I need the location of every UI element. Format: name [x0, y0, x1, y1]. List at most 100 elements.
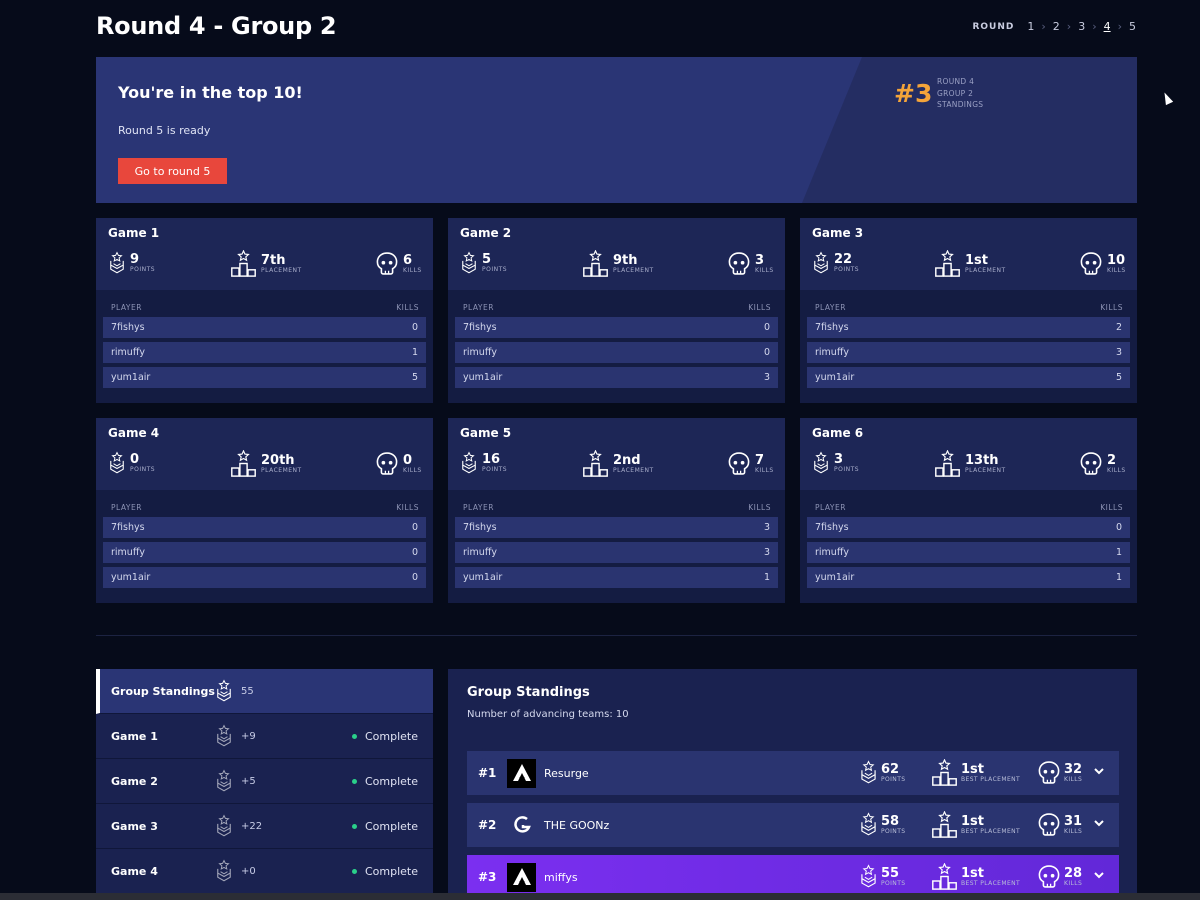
player-row: rimuffy 3 — [807, 342, 1130, 363]
player-row: 7fishys 0 — [807, 517, 1130, 538]
game-card-header: Game 6 3 POINTS 13th PLACEMENT 2 KILLS — [800, 418, 1137, 490]
team-kills-value: 32 — [1064, 761, 1083, 777]
player-row: rimuffy 0 — [103, 542, 426, 563]
game-name: Game 1 — [108, 226, 160, 240]
round-link-1[interactable]: 1 — [1027, 20, 1035, 33]
sidebar-item-group-standings[interactable]: Group Standings 55 — [96, 669, 433, 714]
kills-label: KILLS — [1107, 466, 1126, 474]
team-row[interactable]: #2 THE GOONz 58 POINTS 1st BEST PLACEMENT 31 KI… — [467, 803, 1119, 847]
team-row[interactable]: #3 miffys 55 POINTS 1st BEST PLACEMENT 28 KILLS — [467, 855, 1119, 899]
banner-diagonal-panel — [802, 57, 1137, 203]
rank-meta-standings: STANDINGS — [937, 100, 984, 109]
podium-icon — [931, 759, 958, 786]
skull-icon — [727, 250, 751, 277]
kills-label: KILLS — [1064, 827, 1083, 835]
points-label: POINTS — [834, 266, 860, 273]
chevron-down-icon[interactable] — [1093, 817, 1105, 831]
team-row[interactable]: #1 Resurge 62 POINTS 1st BEST PLACEMENT 32 KILL… — [467, 751, 1119, 795]
podium-icon — [934, 250, 961, 277]
section-divider — [96, 635, 1137, 636]
chevron-rank-icon — [215, 724, 233, 748]
sidebar-item-points: +0 — [241, 865, 256, 877]
team-points-stat: 55 POINTS — [859, 863, 905, 890]
game-card-header: Game 2 5 POINTS 9th PLACEMENT 3 KILLS — [448, 218, 785, 290]
advancing-teams-text: Number of advancing teams: 10 — [467, 709, 629, 720]
points-label: POINTS — [130, 466, 156, 473]
placement-label: PLACEMENT — [613, 466, 654, 474]
status-badge: Complete — [351, 820, 418, 833]
sidebar-item-game-1[interactable]: Game 1 +9 Complete — [96, 714, 433, 759]
chevron-rank-icon — [108, 250, 126, 276]
chevron-rank-icon — [215, 814, 233, 838]
sidebar-item-game-4[interactable]: Game 4 +0 Complete — [96, 849, 433, 894]
podium-icon — [230, 450, 257, 477]
chevron-right-icon: › — [1066, 20, 1072, 33]
round-link-2[interactable]: 2 — [1052, 20, 1060, 33]
podium-icon — [230, 250, 257, 277]
skull-icon — [1079, 250, 1103, 277]
kills-label: KILLS — [403, 266, 422, 274]
game-card-header: Game 3 22 POINTS 1st PLACEMENT 10 KILLS — [800, 218, 1137, 290]
player-row: rimuffy 1 — [807, 542, 1130, 563]
round-link-3[interactable]: 3 — [1078, 20, 1086, 33]
player-name: yum1air — [463, 572, 503, 583]
game-name: Game 3 — [812, 226, 864, 240]
player-rows: 7fishys 2 rimuffy 3 yum1air 5 — [800, 317, 1137, 388]
game-placement-stat: 2nd PLACEMENT — [582, 450, 654, 477]
round-link-5[interactable]: 5 — [1129, 20, 1136, 33]
player-kills: 1 — [411, 347, 418, 358]
skull-icon — [1037, 863, 1061, 890]
team-kills-value: 31 — [1064, 813, 1083, 829]
team-kills-stat: 28 KILLS — [1037, 863, 1082, 890]
player-kills: 5 — [1115, 372, 1122, 383]
chevron-rank-icon — [812, 450, 830, 476]
chevron-right-icon: › — [1041, 20, 1046, 33]
team-points-stat: 58 POINTS — [859, 811, 905, 838]
window-bottom-bar — [0, 893, 1200, 900]
sidebar-item-game-2[interactable]: Game 2 +5 Complete — [96, 759, 433, 804]
game-name: Game 5 — [460, 426, 512, 440]
game-points-stat: 3 POINTS — [812, 450, 859, 476]
sidebar-item-game-3[interactable]: Game 3 +22 Complete — [96, 804, 433, 849]
game-points-stat: 9 POINTS — [108, 250, 155, 276]
apex-logo-icon — [507, 758, 536, 788]
player-kills: 0 — [411, 572, 418, 583]
team-best-placement-stat: 1st BEST PLACEMENT — [931, 811, 1020, 838]
placement-label: PLACEMENT — [965, 466, 1006, 474]
game-name: Game 4 — [108, 426, 160, 440]
kills-label: KILLS — [403, 466, 422, 474]
game-points-value: 16 — [482, 452, 501, 467]
player-name: yum1air — [815, 572, 855, 583]
chevron-rank-icon — [859, 863, 878, 890]
chevron-down-icon[interactable] — [1093, 869, 1105, 883]
player-name: rimuffy — [111, 347, 145, 358]
chevron-down-icon[interactable] — [1093, 765, 1105, 779]
player-name: rimuffy — [463, 347, 497, 358]
player-row: rimuffy 3 — [455, 542, 778, 563]
team-kills-stat: 32 KILLS — [1037, 759, 1082, 786]
player-kills: 0 — [411, 522, 418, 533]
player-name: yum1air — [815, 372, 855, 383]
player-rows: 7fishys 3 rimuffy 3 yum1air 1 — [448, 517, 785, 588]
game-card-4: Game 4 0 POINTS 20th PLACEMENT 0 KILLS PLAY… — [96, 418, 433, 603]
status-dot-icon — [351, 778, 357, 784]
game-kills-stat: 7 KILLS — [727, 450, 774, 477]
skull-icon — [375, 250, 399, 277]
round-link-4-current[interactable]: 4 — [1103, 20, 1111, 33]
kills-label: KILLS — [755, 466, 774, 474]
game-placement-value: 9th — [613, 252, 638, 268]
podium-icon — [582, 250, 609, 277]
player-name: rimuffy — [815, 347, 849, 358]
game-kills-value: 6 — [403, 252, 413, 268]
team-points-value: 58 — [881, 813, 900, 829]
game-card-header: Game 4 0 POINTS 20th PLACEMENT 0 KILLS — [96, 418, 433, 490]
sidebar-item-label: Game 2 — [111, 774, 158, 788]
go-to-round-button[interactable]: Go to round 5 — [118, 158, 227, 184]
kills-column-header: KILLS — [1100, 503, 1123, 512]
chevron-rank-icon — [215, 769, 233, 793]
player-kills: 0 — [1115, 522, 1122, 533]
player-row: 7fishys 2 — [807, 317, 1130, 338]
apex-logo-icon — [507, 862, 536, 892]
game-placement-value: 20th — [261, 452, 295, 468]
kills-column-header: KILLS — [396, 303, 419, 312]
